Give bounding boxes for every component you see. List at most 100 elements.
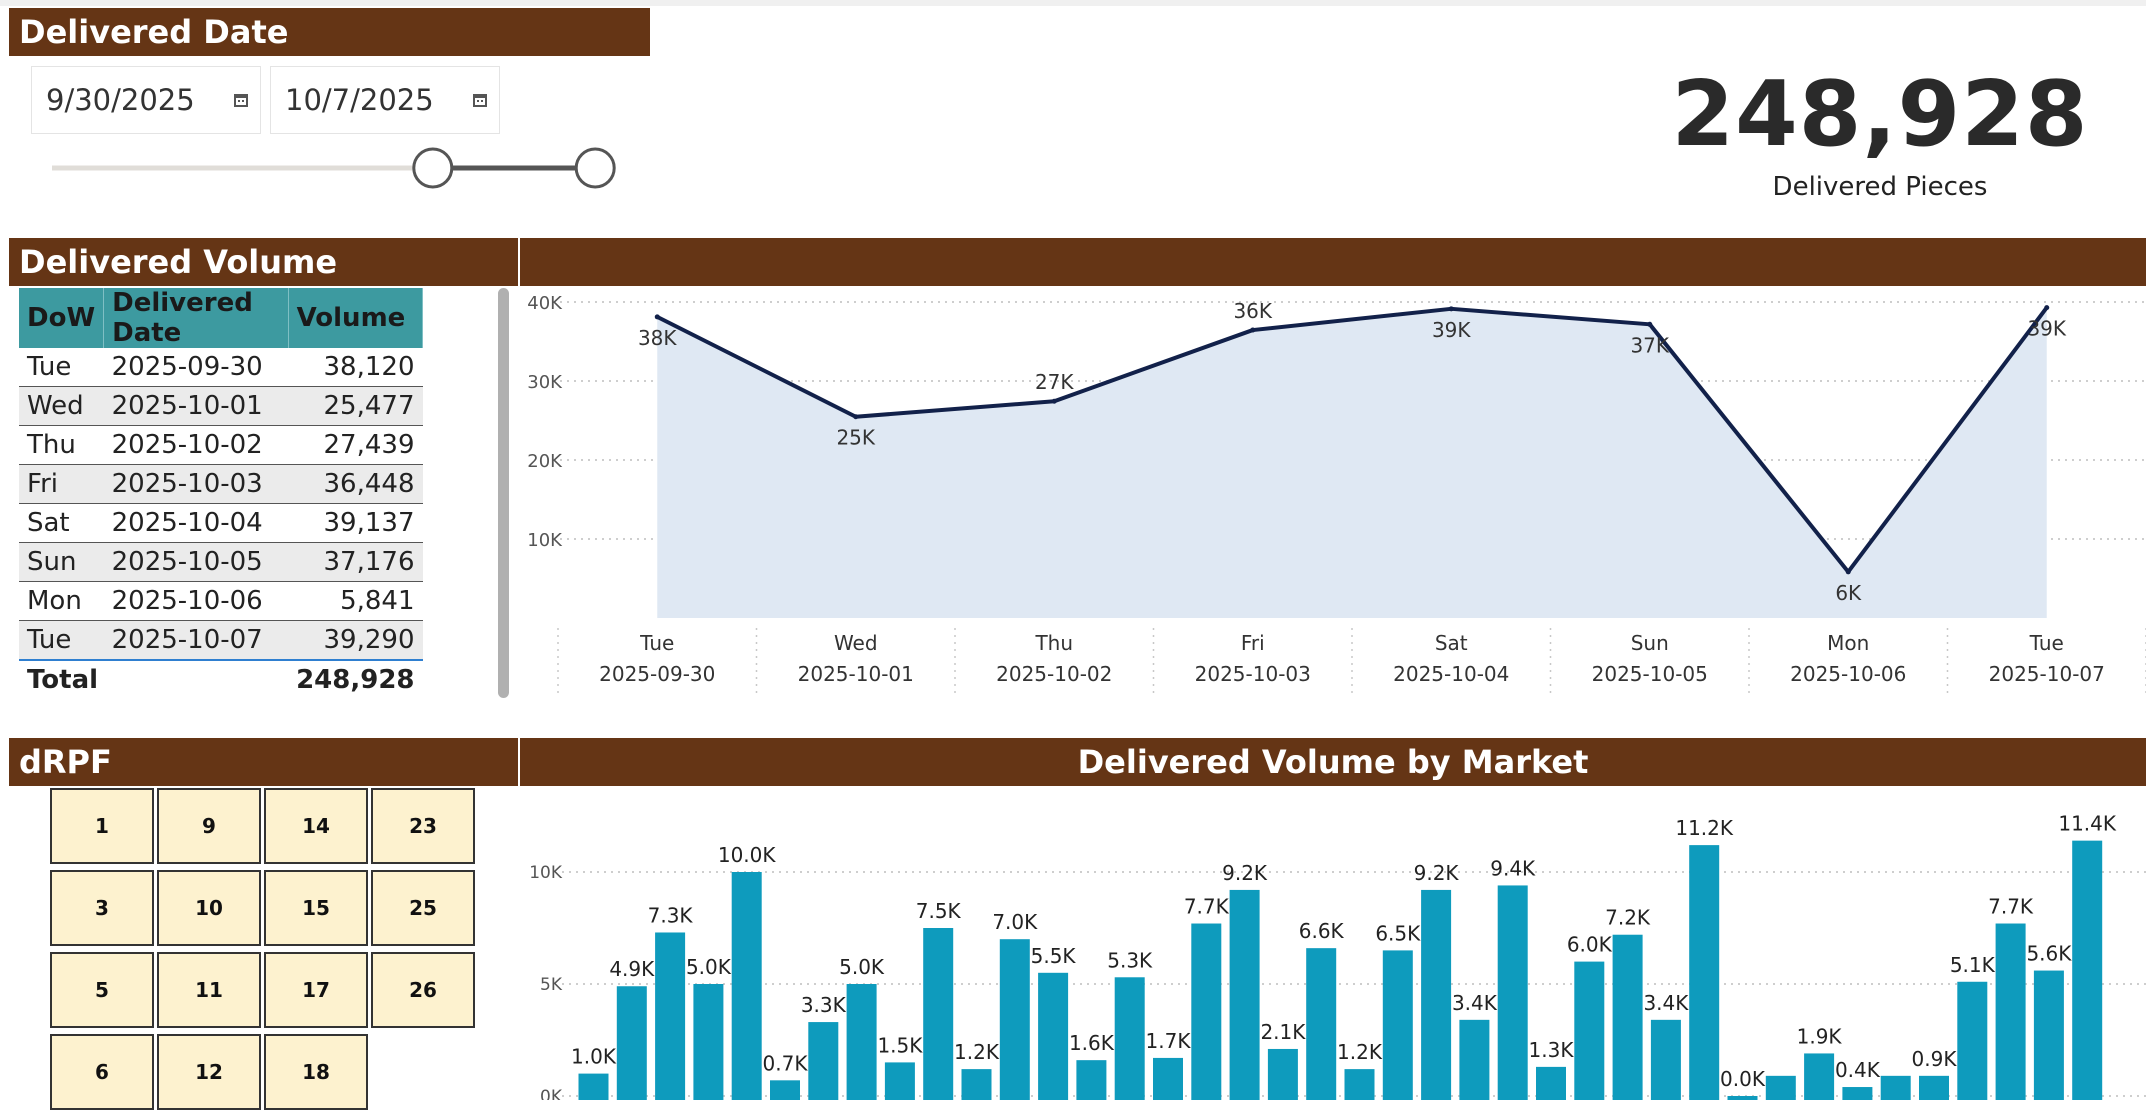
bar-data-label: 2.1K (1260, 1020, 1306, 1044)
market-bar[interactable] (2033, 970, 2064, 1100)
data-point[interactable] (1647, 321, 1653, 327)
market-bar[interactable] (884, 1062, 915, 1100)
cell-dow: Fri (19, 464, 104, 504)
data-point[interactable] (654, 314, 660, 320)
market-bar[interactable] (1842, 1087, 1873, 1100)
market-bar[interactable] (1880, 1075, 1911, 1100)
drpf-tile[interactable]: 5 (50, 952, 154, 1028)
market-bar[interactable] (923, 928, 954, 1100)
market-bar[interactable] (1919, 1075, 1949, 1100)
table-row[interactable]: Wed 2025-10-01 25,477 (19, 386, 423, 426)
market-bar[interactable] (1804, 1053, 1835, 1100)
market-bar[interactable] (1765, 1075, 1796, 1100)
slider-end-handle[interactable] (574, 147, 616, 189)
drpf-tile[interactable]: 17 (264, 952, 368, 1028)
data-point[interactable] (1448, 306, 1454, 312)
market-bar[interactable] (693, 984, 724, 1100)
bar-data-label: 5.6K (2026, 942, 2072, 966)
bar-data-label: 6.6K (1299, 919, 1345, 943)
data-point[interactable] (1250, 327, 1256, 333)
drpf-tile[interactable]: 3 (50, 870, 154, 946)
market-bar[interactable] (1995, 923, 2026, 1100)
market-bar[interactable] (1689, 845, 1720, 1100)
end-date-input[interactable]: 10/7/2025 (270, 66, 500, 134)
date-range-slider[interactable] (40, 140, 630, 200)
drpf-tile[interactable]: 1 (50, 788, 154, 864)
bar-data-label: 7.7K (1184, 895, 1230, 919)
drpf-tile[interactable]: 10 (157, 870, 261, 946)
table-row[interactable]: Mon 2025-10-06 5,841 (19, 581, 423, 621)
market-bar[interactable] (731, 872, 762, 1100)
drpf-tile[interactable]: 12 (157, 1034, 261, 1110)
market-bar[interactable] (616, 986, 647, 1100)
market-bar[interactable] (2072, 840, 2103, 1100)
market-bar[interactable] (770, 1080, 800, 1100)
table-scrollbar[interactable] (498, 288, 509, 698)
bar-data-label: 0.9K (1912, 1047, 1958, 1071)
calendar-icon[interactable] (234, 94, 248, 107)
market-bar[interactable] (1153, 1057, 1183, 1100)
market-bar[interactable] (1574, 961, 1605, 1100)
table-row[interactable]: Tue 2025-10-07 39,290 (19, 620, 423, 661)
x-tick-date: 2025-10-07 (1989, 662, 2105, 686)
table-row[interactable]: Tue 2025-09-30 38,120 (19, 348, 423, 387)
bar-data-label: 0.4K (1835, 1058, 1881, 1082)
cell-date: 2025-09-30 (103, 348, 289, 387)
market-bar[interactable] (578, 1073, 609, 1100)
market-bar[interactable] (1076, 1060, 1107, 1100)
market-bar[interactable] (1344, 1069, 1375, 1100)
market-bar[interactable] (1038, 972, 1069, 1100)
market-bar[interactable] (1650, 1019, 1681, 1100)
market-bar[interactable] (999, 939, 1030, 1100)
table-row[interactable]: Fri 2025-10-03 36,448 (19, 464, 423, 504)
cell-volume: 39,137 (288, 503, 423, 543)
market-bar[interactable] (1536, 1066, 1566, 1100)
drpf-tile[interactable]: 25 (371, 870, 475, 946)
y-tick-label: 30K (527, 372, 563, 393)
data-point[interactable] (1051, 398, 1057, 404)
market-bar[interactable] (1612, 934, 1643, 1100)
drpf-tile[interactable]: 15 (264, 870, 368, 946)
table-row[interactable]: Sun 2025-10-05 37,176 (19, 542, 423, 582)
x-tick-day: Sat (1435, 631, 1468, 655)
drpf-header: dRPF (9, 738, 518, 786)
column-header-date[interactable]: Delivered Date (103, 288, 289, 348)
table-row[interactable]: Sat 2025-10-04 39,137 (19, 503, 423, 543)
y-tick-label: 0K (540, 1087, 563, 1100)
drpf-tile[interactable]: 23 (371, 788, 475, 864)
market-bar[interactable] (1957, 981, 1988, 1100)
drpf-tile[interactable]: 9 (157, 788, 261, 864)
data-point[interactable] (1845, 569, 1851, 575)
data-point[interactable] (853, 414, 859, 420)
market-bar[interactable] (961, 1069, 992, 1100)
market-bar[interactable] (1191, 923, 1222, 1100)
drpf-tile[interactable]: 6 (50, 1034, 154, 1110)
market-bar[interactable] (1727, 1096, 1758, 1100)
slider-start-handle[interactable] (412, 147, 454, 189)
column-header-dow[interactable]: DoW (19, 288, 105, 348)
market-bar[interactable] (1421, 889, 1452, 1100)
market-bar[interactable] (655, 932, 686, 1100)
drpf-tile[interactable]: 18 (264, 1034, 368, 1110)
cell-dow: Tue (19, 620, 104, 661)
bar-data-label: 9.2K (1222, 861, 1268, 885)
market-bar[interactable] (1459, 1019, 1490, 1100)
calendar-icon[interactable] (473, 94, 487, 107)
volume-table: DoW Delivered Date Volume Tue 2025-09-30 3… (19, 288, 424, 699)
table-row[interactable]: Thu 2025-10-02 27,439 (19, 425, 423, 465)
data-point[interactable] (2044, 305, 2050, 311)
market-bar[interactable] (808, 1022, 839, 1100)
column-header-volume[interactable]: Volume (288, 288, 424, 348)
drpf-tile[interactable]: 26 (371, 952, 475, 1028)
market-bar[interactable] (1382, 950, 1413, 1100)
market-bar[interactable] (1267, 1048, 1298, 1100)
bar-data-label: 7.2K (1605, 906, 1651, 930)
drpf-tile[interactable]: 14 (264, 788, 368, 864)
market-bar[interactable] (846, 984, 877, 1100)
market-bar[interactable] (1114, 977, 1145, 1100)
market-bar[interactable] (1497, 885, 1528, 1100)
market-bar[interactable] (1229, 889, 1260, 1100)
start-date-input[interactable]: 9/30/2025 (31, 66, 261, 134)
drpf-tile[interactable]: 11 (157, 952, 261, 1028)
market-bar[interactable] (1306, 948, 1337, 1100)
